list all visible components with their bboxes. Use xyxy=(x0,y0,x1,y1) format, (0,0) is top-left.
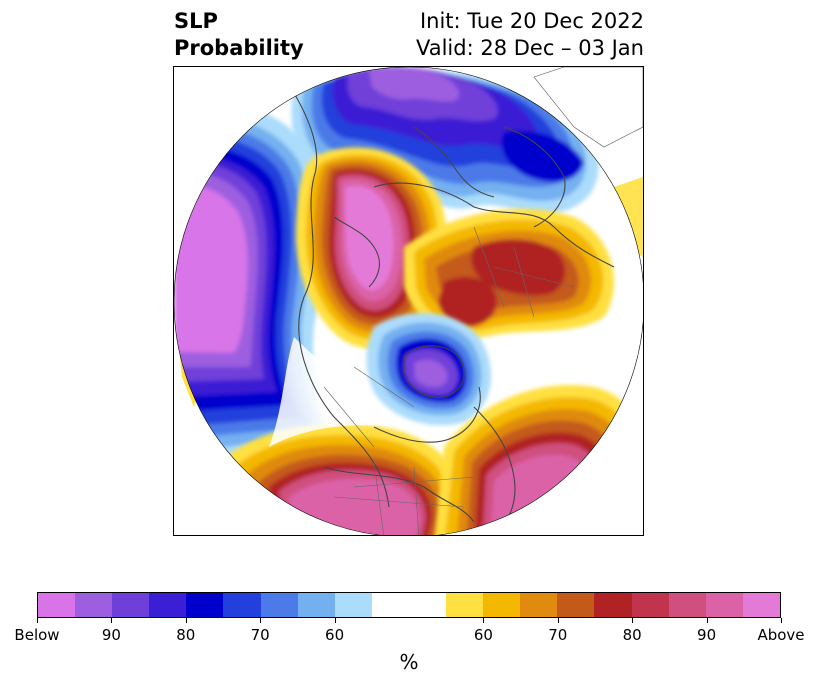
colorbar-tick-mark xyxy=(334,618,336,623)
metric-label: Probability xyxy=(174,36,304,60)
colorbar-above-segment xyxy=(557,593,595,617)
colorbar-above-segment xyxy=(520,593,558,617)
siberia-high xyxy=(295,147,448,350)
colorbar-above-segment xyxy=(705,593,743,617)
europe-high xyxy=(404,208,614,339)
corner-coast-lines xyxy=(533,67,643,148)
colorbar-tick-label: 80 xyxy=(176,626,196,644)
colorbar-tick-mark xyxy=(37,618,38,623)
valid-range-label: Valid: 28 Dec – 03 Jan xyxy=(415,36,644,60)
colorbar-tick-mark xyxy=(632,618,634,623)
colorbar-tick-label: 60 xyxy=(473,626,493,644)
variable-label: SLP xyxy=(174,9,218,33)
colorbar-neutral-segment xyxy=(371,593,447,617)
colorbar-tick-mark xyxy=(185,618,187,623)
colorbar-tick-label: 60 xyxy=(325,626,345,644)
colorbar-tick-label: 80 xyxy=(622,626,642,644)
colorbar-below-segment xyxy=(186,593,224,617)
colorbar-tick-label: 90 xyxy=(101,626,121,644)
colorbar-above-segment xyxy=(594,593,632,617)
plot-title-left: SLP Probability xyxy=(174,8,304,62)
colorbar-unit-label: % xyxy=(399,650,419,674)
colorbar-above-segment xyxy=(631,593,669,617)
colorbar-tick-mark xyxy=(260,618,262,623)
colorbar-above-segment xyxy=(668,593,706,617)
colorbar-below-segment xyxy=(297,593,335,617)
north-pacific-low xyxy=(174,103,334,467)
plot-title-right: Init: Tue 20 Dec 2022 Valid: 28 Dec – 03… xyxy=(416,8,644,62)
colorbar-below-segment xyxy=(260,593,298,617)
borders xyxy=(323,226,575,535)
colorbar-below-segment xyxy=(75,593,113,617)
colorbar-tick-mark xyxy=(557,618,559,623)
colorbar-above-segment xyxy=(483,593,521,617)
colorbar-tick-label: Below xyxy=(14,626,60,644)
colorbar-below-segment xyxy=(38,593,76,617)
colorbar-tick-label: Above xyxy=(757,626,805,644)
init-date-label: Init: Tue 20 Dec 2022 xyxy=(419,9,644,33)
hudson-bay-low xyxy=(366,313,491,426)
colorbar-below-segment xyxy=(149,593,187,617)
colorbar-tick-label: 70 xyxy=(548,626,568,644)
colorbar-below-segment xyxy=(334,593,372,617)
colorbar-below-segment xyxy=(112,593,150,617)
neutral-gap xyxy=(269,337,394,447)
colorbar-tick-mark xyxy=(706,618,708,623)
colorbar-tick-mark xyxy=(781,618,782,623)
colorbar-tick-label: 70 xyxy=(250,626,270,644)
colorbar-tick-mark xyxy=(111,618,113,623)
polar-map-svg xyxy=(174,67,643,535)
probability-map xyxy=(173,66,644,536)
colorbar xyxy=(37,592,781,618)
coastlines xyxy=(283,76,615,535)
colorbar-below-segment xyxy=(223,593,261,617)
colorbar-tick-mark xyxy=(483,618,485,623)
colorbar-above-segment xyxy=(742,593,780,617)
colorbar-tick-label: 90 xyxy=(697,626,717,644)
colorbar-above-segment xyxy=(446,593,484,617)
